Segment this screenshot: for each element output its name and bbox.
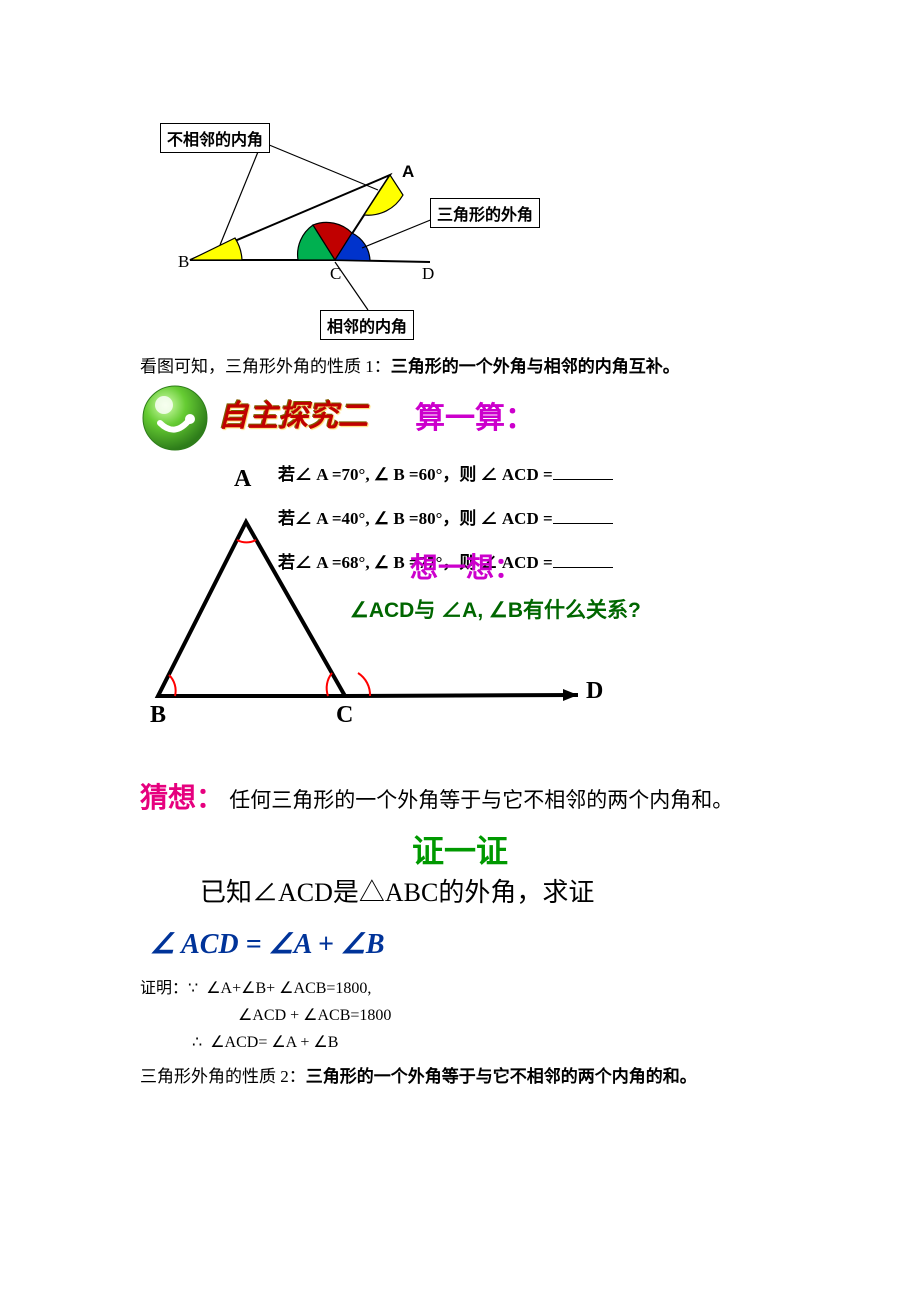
document-page: 不相邻的内角 三角形的外角 相邻的内角 A B C D 看图可知，三角形外角的性… xyxy=(0,0,920,1187)
guess-line: 猜想： 任何三角形的一个外角等于与它不相邻的两个内角和。 xyxy=(140,776,780,816)
property-1-text: 三角形的一个外角与相邻的内角互补。 xyxy=(391,357,680,376)
prove-title: 证一证 xyxy=(140,826,780,872)
point-b-label: B xyxy=(178,252,189,272)
fig2-point-d: D xyxy=(586,678,603,705)
because-symbol: ∵ xyxy=(188,980,198,997)
proof-label: 证明： xyxy=(140,980,188,997)
guess-label: 猜想： xyxy=(140,783,224,814)
prove-given: 已知∠ACD是△ABC的外角，求证 xyxy=(200,872,780,909)
point-d-label: D xyxy=(422,264,434,284)
proof-line-3: ∴ ∠ACD= ∠A + ∠B xyxy=(140,1029,780,1056)
fig2-point-c: C xyxy=(336,702,353,729)
property-2-intro: 三角形外角的性质 2： xyxy=(140,1067,306,1086)
proof-line-2-text: ∠ACD + ∠ACB=1800 xyxy=(238,1007,391,1024)
proof-line-3-text: ∠ACD= ∠A + ∠B xyxy=(210,1034,338,1051)
therefore-symbol: ∴ xyxy=(192,1034,202,1051)
proof-line-2: ∠ACD + ∠ACB=1800 xyxy=(140,1002,780,1029)
fig2-point-b: B xyxy=(150,702,166,729)
figure-2-block: A B C D 想一想： ∠ACD与 ∠A, ∠B有什么关系? xyxy=(140,426,780,746)
think-question: ∠ACD与 ∠A, ∠B有什么关系? xyxy=(350,594,641,624)
fig2-point-a: A xyxy=(234,466,251,493)
property-1-intro: 看图可知，三角形外角的性质 1： xyxy=(140,357,391,376)
proof-line-1-text: ∠A+∠B+ ∠ACB=1800, xyxy=(206,980,371,997)
proof-body: 证明：∵ ∠A+∠B+ ∠ACB=1800, ∠ACD + ∠ACB=1800 … xyxy=(140,975,780,1057)
label-nonadjacent-interior: 不相邻的内角 xyxy=(160,123,270,153)
figure-1-svg xyxy=(150,120,580,340)
label-adjacent-interior: 相邻的内角 xyxy=(320,310,414,340)
property-1-line: 看图可知，三角形外角的性质 1：三角形的一个外角与相邻的内角互补。 xyxy=(140,352,780,377)
prove-equation: ∠ ACD = ∠A + ∠B xyxy=(150,927,780,961)
think-title: 想一想： xyxy=(410,546,522,586)
proof-line-1: 证明：∵ ∠A+∠B+ ∠ACB=1800, xyxy=(140,975,780,1002)
point-c-label: C xyxy=(330,264,341,284)
point-a-label: A xyxy=(402,162,414,182)
figure-1: 不相邻的内角 三角形的外角 相邻的内角 A B C D xyxy=(150,120,580,340)
property-2-text: 三角形的一个外角等于与它不相邻的两个内角的和。 xyxy=(306,1067,697,1086)
property-2-line: 三角形外角的性质 2：三角形的一个外角等于与它不相邻的两个内角的和。 xyxy=(140,1062,780,1087)
guess-text: 任何三角形的一个外角等于与它不相邻的两个内角和。 xyxy=(229,788,733,812)
label-exterior-angle: 三角形的外角 xyxy=(430,198,540,228)
